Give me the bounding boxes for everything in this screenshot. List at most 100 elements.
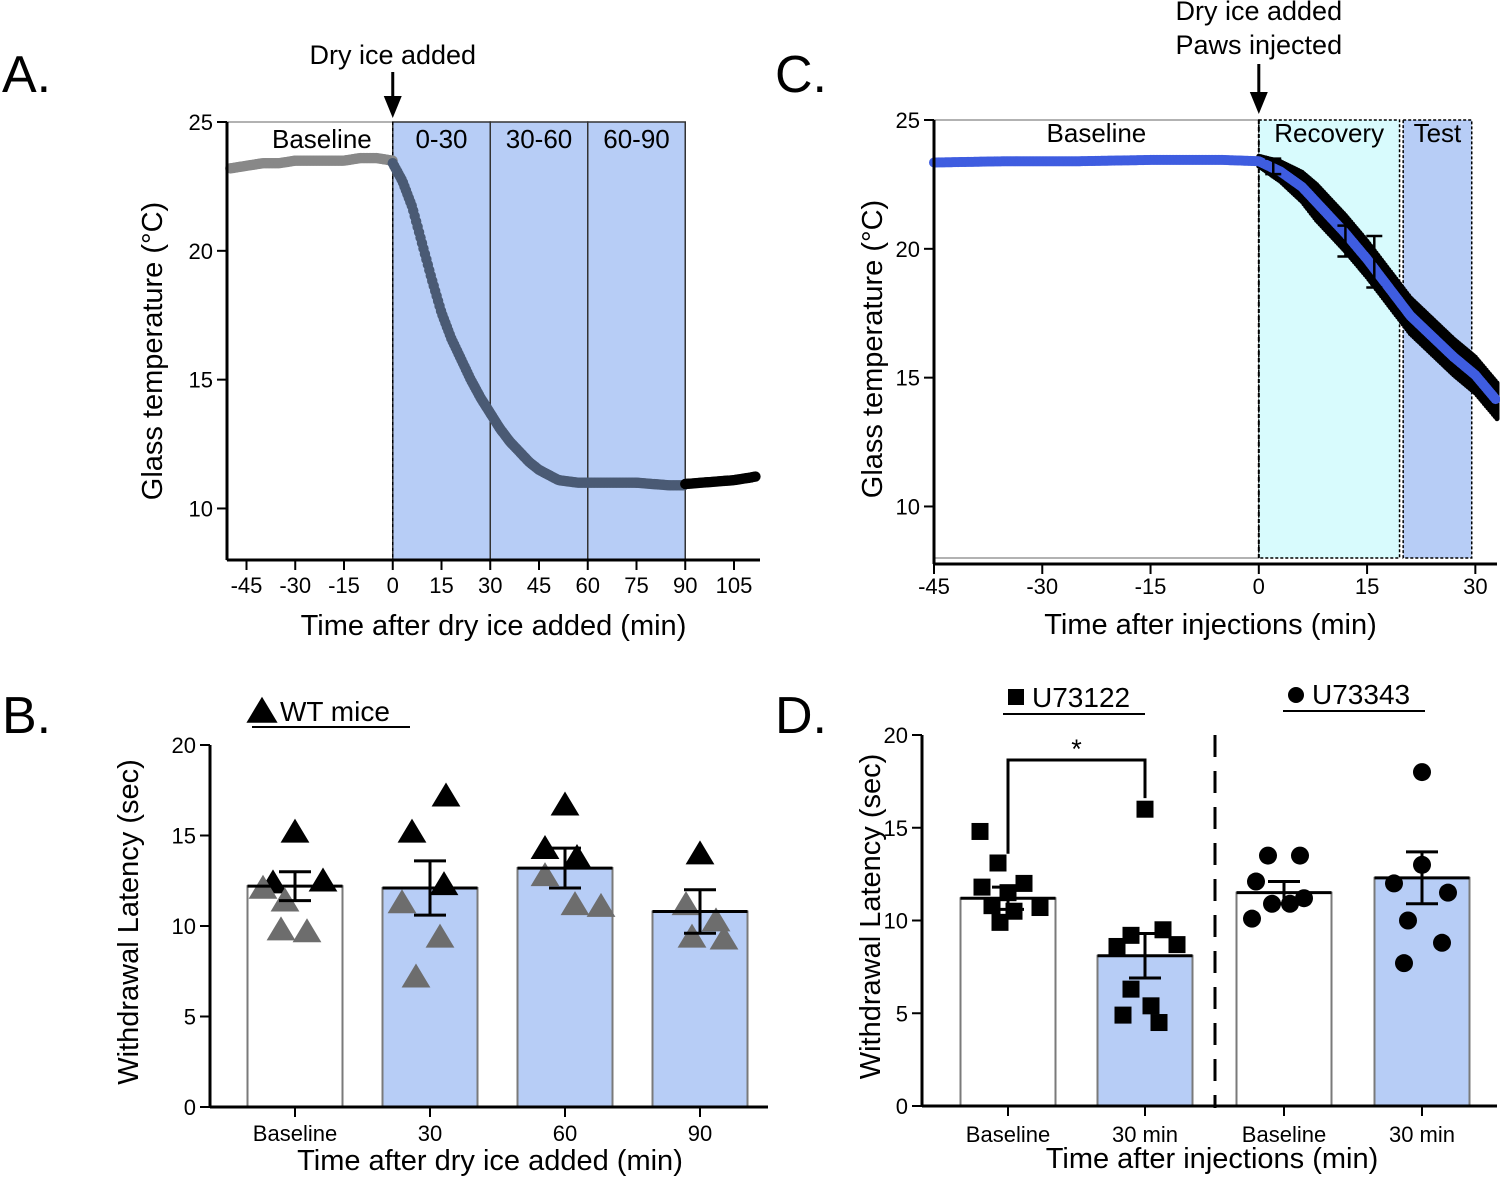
bar-1 [1096, 954, 1194, 1107]
point-circle [1291, 846, 1309, 865]
point-circle [1395, 954, 1413, 973]
y-axis-title: Glass temperature (°C) [857, 200, 889, 498]
trace-point [750, 471, 761, 482]
x-axis-title: Time after dry ice added (min) [301, 610, 687, 642]
significance-star: * [1071, 734, 1082, 764]
x-tick-label: -30 [1026, 574, 1058, 599]
arrow-head [383, 96, 402, 118]
point-square [1150, 1014, 1168, 1032]
x-axis-title: Time after injections (min) [1044, 609, 1377, 641]
point-dark [530, 834, 560, 859]
y-tick-label: 20 [189, 239, 213, 264]
y-tick-label: 0 [184, 1095, 196, 1120]
region-1 [1258, 119, 1401, 559]
point-gray [586, 892, 616, 917]
x-tick-label: 0 [387, 573, 399, 598]
x-tick-label: -15 [328, 573, 360, 598]
x-tick-label: Baseline [253, 1121, 337, 1146]
region-0 [933, 119, 1260, 559]
point-square [1114, 1006, 1132, 1024]
point-dark [308, 867, 338, 892]
point-gray [530, 862, 560, 887]
region-label-2: Test [1414, 118, 1462, 148]
point-gray [292, 918, 322, 943]
point-circle [1433, 933, 1451, 952]
point-gray [560, 891, 590, 916]
trace-point [1490, 394, 1500, 405]
point-dark [429, 871, 459, 896]
y-tick-label: 25 [896, 108, 920, 133]
region-label-0: Baseline [1047, 118, 1147, 148]
y-tick-label: 15 [172, 824, 196, 849]
region-label-1: 0-30 [415, 124, 467, 154]
point-square [1031, 899, 1049, 917]
x-tick-label: -45 [918, 574, 950, 599]
point-gray [425, 923, 455, 948]
bar-2 [1235, 891, 1333, 1107]
bar-3 [1373, 876, 1471, 1108]
region-2 [489, 121, 589, 561]
panel-letter-d: D. [775, 687, 827, 745]
region-3 [587, 121, 686, 561]
x-tick-label: 60 [553, 1121, 577, 1146]
x-tick-label: 30 min [1112, 1122, 1178, 1147]
panel-letter-a: A. [2, 46, 51, 104]
annotation-line-2: Paws injected [1176, 30, 1343, 60]
arrow-head [1249, 92, 1268, 114]
y-tick-label: 10 [172, 914, 196, 939]
y-tick-label: 10 [896, 494, 920, 519]
point-square [1122, 926, 1140, 944]
y-tick-label: 20 [896, 237, 920, 262]
y-tick-label: 10 [189, 496, 213, 521]
legend-label-u73343: U73343 [1312, 679, 1410, 710]
y-tick-label: 15 [189, 368, 213, 393]
x-tick-label: 45 [527, 573, 551, 598]
y-tick-label: 25 [189, 110, 213, 135]
point-dark [550, 791, 580, 816]
y-tick-label: 10 [884, 909, 908, 934]
point-square [1142, 997, 1160, 1015]
point-dark [431, 782, 461, 807]
y-axis-title: Withdrawal Latency (sec) [855, 754, 887, 1080]
point-square [971, 822, 989, 840]
region-0 [226, 121, 394, 561]
dry-ice-annotation: Dry ice added [309, 40, 476, 70]
point-circle [1399, 911, 1417, 930]
point-square [973, 878, 991, 896]
point-dark [397, 818, 427, 843]
point-square [1136, 800, 1154, 818]
point-circle [1439, 883, 1457, 902]
x-tick-label: 15 [429, 573, 453, 598]
point-gray [401, 963, 431, 988]
point-square [1168, 936, 1186, 954]
point-square [989, 854, 1007, 872]
x-tick-label: Baseline [966, 1122, 1050, 1147]
x-tick-label: 105 [716, 573, 753, 598]
x-tick-label: 60 [576, 573, 600, 598]
panel-letter-b: B. [2, 687, 51, 745]
legend-label-u73122: U73122 [1032, 682, 1130, 713]
trace-cooling [387, 158, 689, 491]
x-tick-label: 0 [1253, 574, 1265, 599]
x-tick-label: 15 [1355, 574, 1379, 599]
region-label-1: Recovery [1274, 118, 1384, 148]
bar-0 [246, 885, 344, 1108]
trace-mean [929, 154, 1500, 405]
point-gray [701, 907, 731, 932]
region-label-3: 60-90 [603, 124, 670, 154]
point-gray [677, 923, 707, 948]
legend-square-icon [1008, 689, 1024, 705]
x-tick-label: 75 [624, 573, 648, 598]
point-square [991, 913, 1009, 931]
region-label-2: 30-60 [506, 124, 573, 154]
legend-label: WT mice [280, 696, 390, 727]
x-tick-label: 90 [688, 1121, 712, 1146]
region-label-0: Baseline [272, 124, 372, 154]
x-axis-title: Time after injections (min) [1046, 1143, 1379, 1175]
point-circle [1259, 846, 1277, 865]
y-axis-title: Withdrawal Latency (sec) [113, 759, 145, 1085]
y-tick-label: 20 [172, 733, 196, 758]
trace-baseline [225, 152, 398, 174]
y-tick-label: 5 [184, 1005, 196, 1030]
